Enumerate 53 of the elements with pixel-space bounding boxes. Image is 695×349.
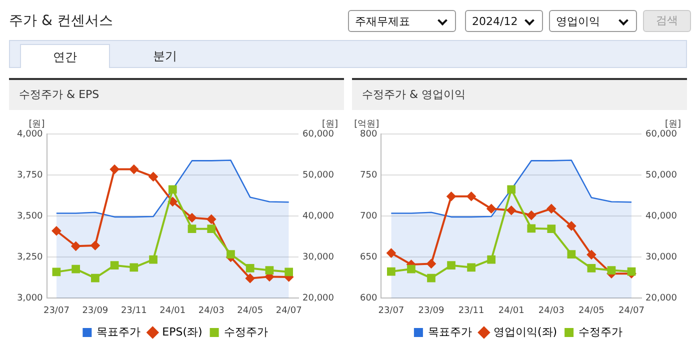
x-tick-label: 24/03 [198,306,224,316]
x-tick-label: 23/09 [82,306,108,316]
x-tick-label: 24/01 [498,306,524,316]
y-tick-label: 3,000 [17,294,44,304]
legend-label: 수정주가 [578,325,623,338]
y2-tick-label: 20,000 [646,294,678,304]
legend-label: 수정주가 [224,325,268,338]
y2-tick-label: 50,000 [646,170,678,180]
x-tick-label: 24/07 [618,306,644,316]
y2-tick-label: 60,000 [302,129,334,140]
y-tick-label: 3,750 [17,170,44,180]
y-axis-title: [억원] [354,119,380,130]
y-axis-title: [원] [28,119,45,130]
legend-label: 목표주가 [428,325,472,338]
y-tick-label: 3,250 [17,252,44,262]
y-tick-label: 3,500 [17,211,44,222]
x-tick-label: 23/11 [458,306,484,316]
legend-label: 영업이익(좌) [493,325,558,338]
text: 주재무제표 [355,15,410,28]
x-tick-label: 23/07 [43,306,70,316]
y-tick-label: 650 [360,252,378,262]
y-tick-label: 700 [360,211,378,222]
y-tick-label: 750 [360,170,378,180]
y-tick-label: 800 [360,129,378,140]
y2-tick-label: 50,000 [302,170,334,180]
text: 주가 & 컨센서스 [9,12,113,30]
text: 2024/12 [472,15,518,28]
x-tick-label: 24/07 [276,306,302,316]
y2-tick-label: 40,000 [302,211,334,222]
text: 분기 [152,48,178,65]
x-tick-label: 24/05 [237,306,264,316]
y2-tick-label: 20,000 [302,294,334,304]
y2-tick-label: 30,000 [302,252,334,262]
x-tick-label: 23/07 [378,306,404,316]
chart-title: 수정주가 & EPS [9,80,344,110]
y2-axis-title: [원] [322,119,338,130]
y2-tick-label: 30,000 [646,252,678,262]
text: 검색 [643,10,691,32]
y-tick-label: 4,000 [17,129,44,140]
legend-label: EPS(좌) [162,325,202,338]
text: 연간 [20,44,110,68]
y2-axis-title: [원] [664,119,681,130]
x-tick-label: 24/05 [578,306,604,316]
y-tick-label: 600 [360,294,378,304]
x-tick-label: 24/01 [160,306,186,316]
x-tick-label: 23/11 [120,306,147,316]
y2-tick-label: 40,000 [646,211,678,222]
x-tick-label: 24/03 [538,306,564,316]
y2-tick-label: 60,000 [646,129,678,140]
chart-title: 수정주가 & 영업이익 [352,80,687,110]
x-tick-label: 23/09 [418,306,444,316]
text: 영업이익 [556,15,600,28]
legend-label: 목표주가 [96,325,141,338]
